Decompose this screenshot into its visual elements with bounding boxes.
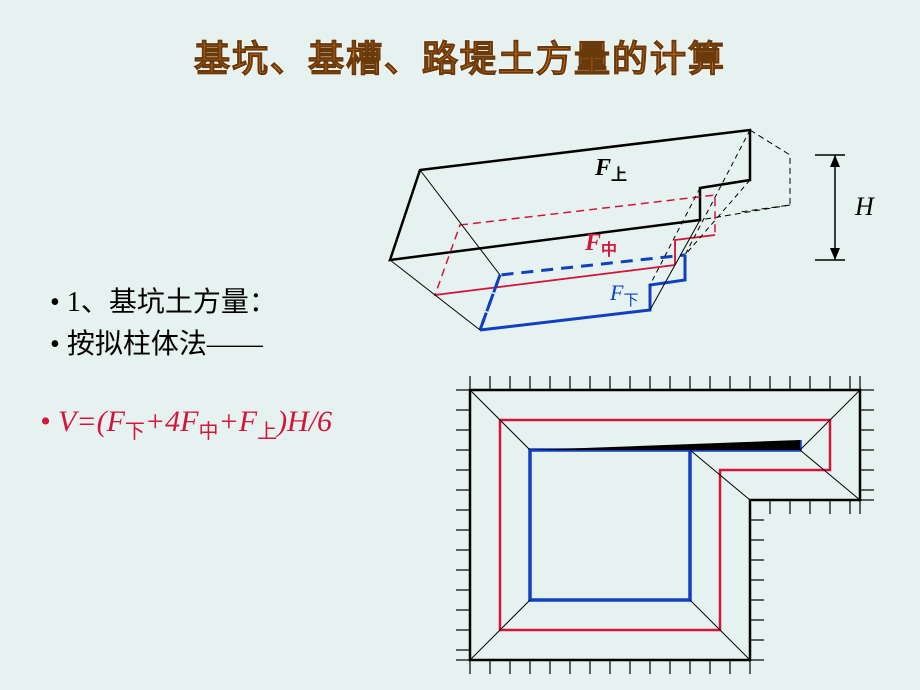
formula-sub2: 中	[198, 421, 218, 443]
formula-mid1: +4F	[145, 405, 199, 438]
line2-text: 按拟柱体法——	[67, 329, 263, 360]
diagram-3d-pit: H F上 F中 F下	[370, 120, 900, 350]
formula-suffix: )H/6	[277, 405, 332, 438]
label-F-mid: F中	[584, 230, 617, 259]
label-H: H	[854, 192, 875, 221]
formula-bullet: •	[40, 405, 51, 438]
bullet: •	[50, 329, 60, 360]
diagram-plan-blue-overlay	[450, 370, 880, 680]
bullet: •	[50, 287, 60, 318]
formula: • V=(F下+4F中+F上)H/6	[40, 405, 332, 444]
page-title: 基坑、基槽、路堤土方量的计算	[0, 0, 920, 82]
line1-text: 1、基坑土方量：	[67, 287, 277, 318]
text-line-1: • 1、基坑土方量：	[50, 280, 277, 320]
formula-prefix: V=(F	[58, 405, 125, 438]
label-F-top: F上	[594, 155, 627, 184]
text-line-2: • 按拟柱体法——	[50, 322, 263, 362]
formula-sub1: 下	[125, 421, 145, 443]
label-F-bot: F下	[609, 280, 638, 309]
formula-mid2: +F	[218, 405, 257, 438]
formula-sub3: 上	[257, 421, 277, 443]
